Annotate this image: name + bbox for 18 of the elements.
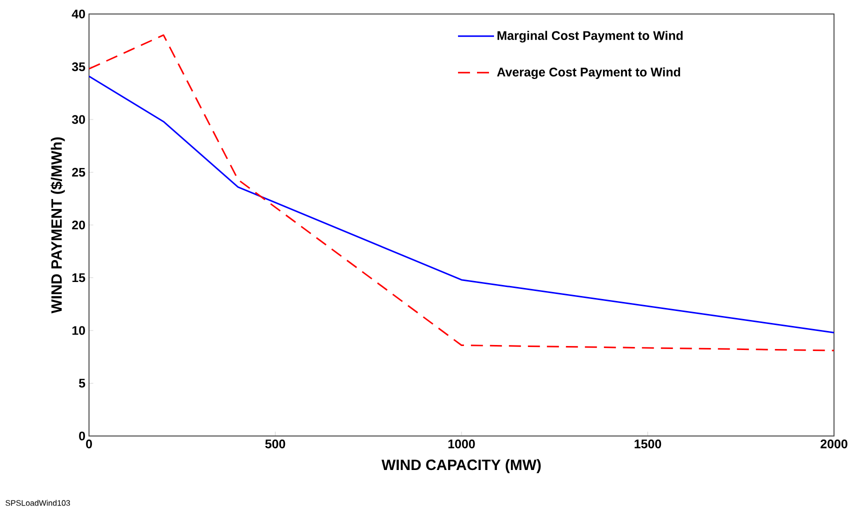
x-tick-label: 500	[265, 440, 286, 448]
y-axis-title: WIND PAYMENT ($/MWh)	[50, 137, 65, 314]
y-tick-label: 35	[72, 62, 86, 72]
x-tick-label: 2000	[820, 440, 848, 448]
legend-label: Average Cost Payment to Wind	[497, 67, 680, 79]
x-tick-label: 0	[86, 440, 92, 448]
x-axis-title: WIND CAPACITY (MW)	[382, 459, 541, 474]
y-tick-label: 40	[72, 10, 85, 18]
y-tick-label: 15	[72, 273, 86, 282]
legend-label: Marginal Cost Payment to Wind	[498, 30, 683, 42]
y-tick-label: 5	[78, 378, 86, 388]
y-tick-label: 25	[72, 168, 86, 177]
y-tick-label: 10	[72, 326, 85, 335]
y-tick-label: 30	[72, 115, 85, 124]
y-tick-label: 0	[79, 432, 85, 440]
x-tick-label: 1500	[634, 440, 662, 448]
y-tick-label: 20	[72, 220, 85, 230]
x-tick-label: 1000	[448, 440, 475, 448]
